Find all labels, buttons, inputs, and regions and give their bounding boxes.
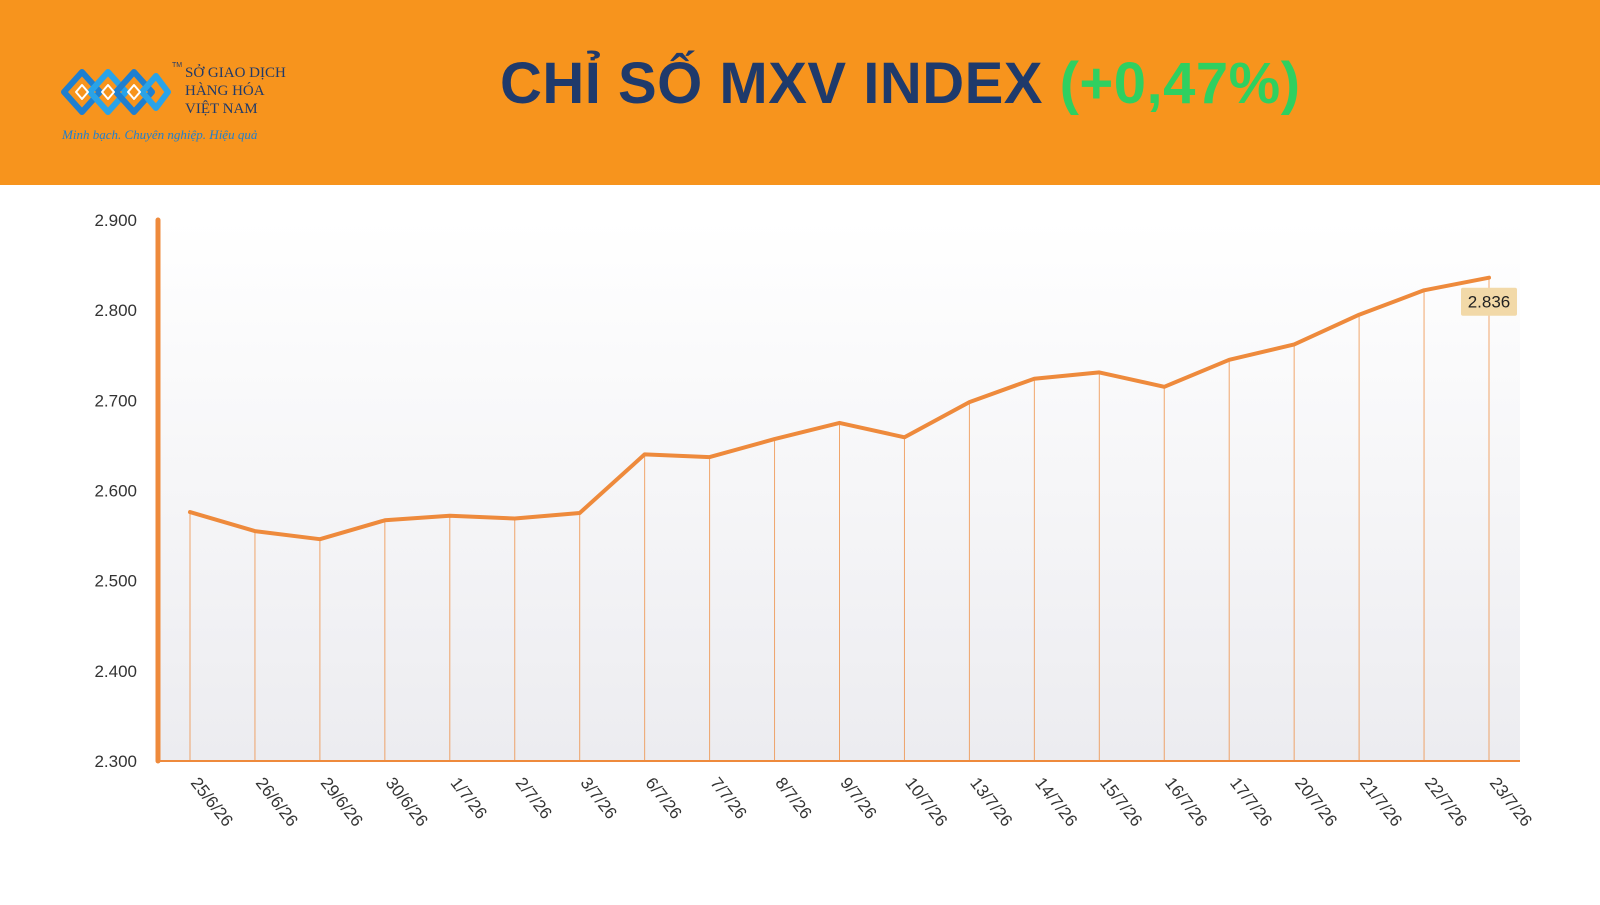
data-point [1422, 288, 1426, 292]
y-tick-label: 2.500 [94, 572, 137, 591]
title-text: CHỈ SỐ MXV INDEX [500, 51, 1043, 116]
x-tick-label: 29/6/26 [317, 774, 367, 830]
x-tick-label: 10/7/26 [901, 774, 951, 830]
x-tick-label: 21/7/26 [1356, 774, 1406, 830]
chart-area: 2.300 2.400 2.500 2.600 2.700 2.800 2.900 25/6… [0, 185, 1600, 900]
x-tick-label: 20/7/26 [1291, 774, 1341, 830]
x-tick-label: 14/7/26 [1031, 774, 1081, 830]
data-point [188, 510, 192, 514]
x-tick-label: 25/6/26 [187, 774, 237, 830]
y-tick-label: 2.700 [94, 391, 137, 410]
y-tick-label: 2.900 [94, 211, 137, 230]
logo-mark-icon [61, 69, 171, 115]
data-point [902, 435, 906, 439]
x-tick-label: 3/7/26 [577, 774, 621, 823]
data-point [1227, 358, 1231, 362]
data-point [773, 437, 777, 441]
drop-lines [189, 277, 1490, 761]
data-point [1097, 370, 1101, 374]
last-value-label-group: 2.836 [1461, 287, 1517, 316]
x-tick-label: 30/6/26 [382, 774, 432, 830]
data-point [708, 455, 712, 459]
data-point [578, 511, 582, 515]
series-group [188, 275, 1491, 542]
x-tick-label: 15/7/26 [1096, 774, 1146, 830]
y-tick-label: 2.800 [94, 301, 137, 320]
trademark-mark: TM [172, 62, 183, 69]
x-tick-label: 2/7/26 [512, 774, 556, 823]
x-tick-label: 23/7/26 [1486, 774, 1536, 830]
data-point [1032, 377, 1036, 381]
logo-name: SỞ GIAO DỊCH HÀNG HÓA VIỆT NAM [185, 64, 286, 118]
y-axis: 2.300 2.400 2.500 2.600 2.700 2.800 2.900 [94, 211, 161, 771]
logo-name-line2: HÀNG HÓA [185, 83, 265, 99]
logo-name-line1: SỞ GIAO DỊCH [185, 65, 286, 81]
data-point [253, 529, 257, 533]
last-value-label: 2.836 [1468, 293, 1511, 312]
data-point [1357, 313, 1361, 317]
x-tick-label: 26/6/26 [252, 774, 302, 830]
data-point [1162, 385, 1166, 389]
header-banner: TM SỞ GIAO DỊCH HÀNG HÓA VIỆT NAM Minh b… [0, 0, 1600, 185]
x-tick-label: 9/7/26 [836, 774, 880, 823]
y-tick-label: 2.600 [94, 482, 137, 501]
x-tick-label: 16/7/26 [1161, 774, 1211, 830]
logo-slogan: Minh bạch. Chuyên nghiệp. Hiệu quả [62, 127, 258, 142]
change-percent: (+0,47%) [1059, 51, 1301, 116]
x-tick-label: 7/7/26 [706, 774, 750, 823]
y-tick-label: 2.400 [94, 662, 137, 681]
last-value-badge [1461, 287, 1517, 316]
data-point [448, 514, 452, 518]
data-point [513, 516, 517, 520]
data-point [318, 537, 322, 541]
x-tick-label: 1/7/26 [447, 774, 491, 823]
data-point [838, 421, 841, 425]
x-tick-label: 13/7/26 [966, 774, 1016, 830]
x-axis: 25/6/26 26/6/26 29/6/26 30/6/26 1/7/26 2/7/26… [158, 760, 1536, 830]
x-tick-label: 6/7/26 [641, 774, 685, 823]
x-tick-label: 22/7/26 [1421, 774, 1471, 830]
page-title: CHỈ SỐ MXV INDEX (+0,47%) [500, 50, 1301, 120]
data-point [967, 400, 971, 404]
data-point [1292, 342, 1296, 346]
line-chart: 2.300 2.400 2.500 2.600 2.700 2.800 2.900 25/6… [94, 211, 1536, 830]
data-point [383, 518, 387, 522]
x-tick-label: 17/7/26 [1226, 774, 1276, 830]
data-point [1487, 276, 1491, 280]
logo-name-line3: VIỆT NAM [185, 101, 258, 117]
exchange-logo: TM SỞ GIAO DỊCH HÀNG HÓA VIỆT NAM Minh b… [60, 60, 300, 150]
y-tick-label: 2.300 [94, 752, 137, 771]
data-point [643, 452, 647, 456]
x-tick-label: 8/7/26 [771, 774, 815, 823]
